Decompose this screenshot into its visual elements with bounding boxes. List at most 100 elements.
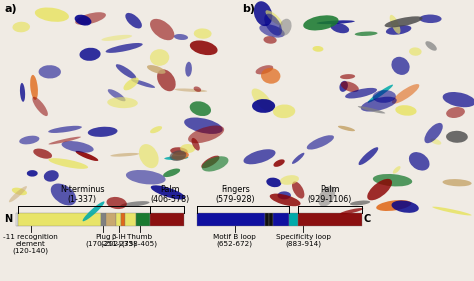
Ellipse shape [110, 153, 139, 157]
Ellipse shape [9, 186, 27, 202]
Ellipse shape [255, 65, 273, 74]
Ellipse shape [106, 43, 143, 53]
Ellipse shape [126, 170, 165, 185]
Ellipse shape [317, 20, 355, 24]
Ellipse shape [392, 84, 419, 104]
Ellipse shape [48, 158, 88, 169]
Ellipse shape [51, 183, 76, 205]
Bar [125, 213, 136, 226]
Text: Specificity loop
(883-914): Specificity loop (883-914) [276, 234, 331, 247]
Ellipse shape [341, 81, 359, 92]
Ellipse shape [19, 136, 39, 144]
Ellipse shape [74, 15, 91, 26]
Bar [298, 213, 362, 226]
Bar [269, 213, 273, 226]
Ellipse shape [425, 41, 437, 51]
Ellipse shape [373, 174, 412, 186]
Ellipse shape [201, 156, 219, 168]
Ellipse shape [12, 188, 27, 195]
Ellipse shape [393, 166, 401, 174]
Ellipse shape [340, 74, 355, 79]
Ellipse shape [139, 144, 159, 168]
Bar [197, 213, 265, 226]
Ellipse shape [244, 149, 275, 164]
Ellipse shape [101, 35, 132, 41]
Ellipse shape [44, 170, 59, 182]
Ellipse shape [131, 79, 155, 88]
Ellipse shape [188, 126, 224, 143]
Ellipse shape [254, 1, 272, 26]
Ellipse shape [88, 127, 118, 137]
Ellipse shape [265, 10, 283, 26]
Text: Palm
(406-578): Palm (406-578) [150, 185, 189, 204]
Ellipse shape [390, 15, 401, 34]
Bar [121, 213, 125, 226]
Ellipse shape [75, 151, 98, 161]
Ellipse shape [292, 182, 304, 199]
Ellipse shape [443, 92, 474, 107]
Bar [136, 213, 150, 226]
Ellipse shape [191, 138, 200, 151]
Ellipse shape [358, 106, 385, 114]
Ellipse shape [355, 31, 377, 36]
Ellipse shape [292, 153, 304, 164]
Ellipse shape [80, 48, 100, 61]
Ellipse shape [270, 194, 301, 206]
Ellipse shape [48, 137, 81, 144]
Ellipse shape [27, 170, 38, 177]
Ellipse shape [424, 123, 443, 143]
Ellipse shape [12, 22, 30, 32]
Ellipse shape [350, 200, 370, 205]
Ellipse shape [163, 169, 180, 177]
Ellipse shape [277, 191, 291, 199]
Ellipse shape [273, 159, 285, 167]
Ellipse shape [376, 200, 411, 211]
Text: C: C [364, 214, 371, 225]
Bar [273, 213, 289, 226]
Text: Thumb
(338-405): Thumb (338-405) [122, 234, 158, 247]
Ellipse shape [62, 141, 94, 153]
Ellipse shape [107, 97, 138, 108]
Ellipse shape [184, 117, 223, 134]
Ellipse shape [116, 64, 137, 79]
Ellipse shape [252, 89, 273, 111]
Bar [289, 213, 298, 226]
Ellipse shape [395, 105, 417, 116]
Ellipse shape [190, 40, 218, 55]
Ellipse shape [373, 90, 396, 103]
Bar [101, 213, 106, 226]
Ellipse shape [358, 147, 378, 165]
Text: β-IH
(251-275): β-IH (251-275) [100, 234, 137, 247]
Bar [18, 213, 101, 226]
Ellipse shape [280, 175, 299, 185]
Ellipse shape [170, 147, 188, 155]
Ellipse shape [38, 65, 61, 78]
Ellipse shape [259, 24, 285, 38]
Text: b): b) [242, 4, 255, 14]
Ellipse shape [446, 131, 468, 143]
Ellipse shape [32, 97, 48, 116]
Bar [265, 213, 269, 226]
Ellipse shape [446, 107, 465, 118]
Ellipse shape [307, 135, 334, 149]
Text: Palm
(929-1106): Palm (929-1106) [308, 185, 352, 204]
Ellipse shape [174, 89, 207, 92]
Ellipse shape [318, 186, 335, 207]
Ellipse shape [419, 15, 442, 23]
Ellipse shape [120, 201, 149, 207]
Ellipse shape [339, 81, 348, 92]
Ellipse shape [273, 105, 295, 118]
Ellipse shape [361, 97, 397, 112]
Ellipse shape [33, 149, 52, 159]
Ellipse shape [303, 15, 338, 30]
Ellipse shape [108, 89, 126, 101]
Ellipse shape [82, 201, 104, 221]
Ellipse shape [180, 144, 195, 153]
Ellipse shape [48, 126, 82, 133]
Text: Plug
(170-202): Plug (170-202) [85, 234, 121, 247]
Ellipse shape [151, 185, 185, 200]
Ellipse shape [125, 13, 142, 28]
Text: -11 recognition
element
(120-140): -11 recognition element (120-140) [3, 234, 58, 254]
Ellipse shape [330, 23, 349, 33]
Ellipse shape [340, 208, 363, 214]
